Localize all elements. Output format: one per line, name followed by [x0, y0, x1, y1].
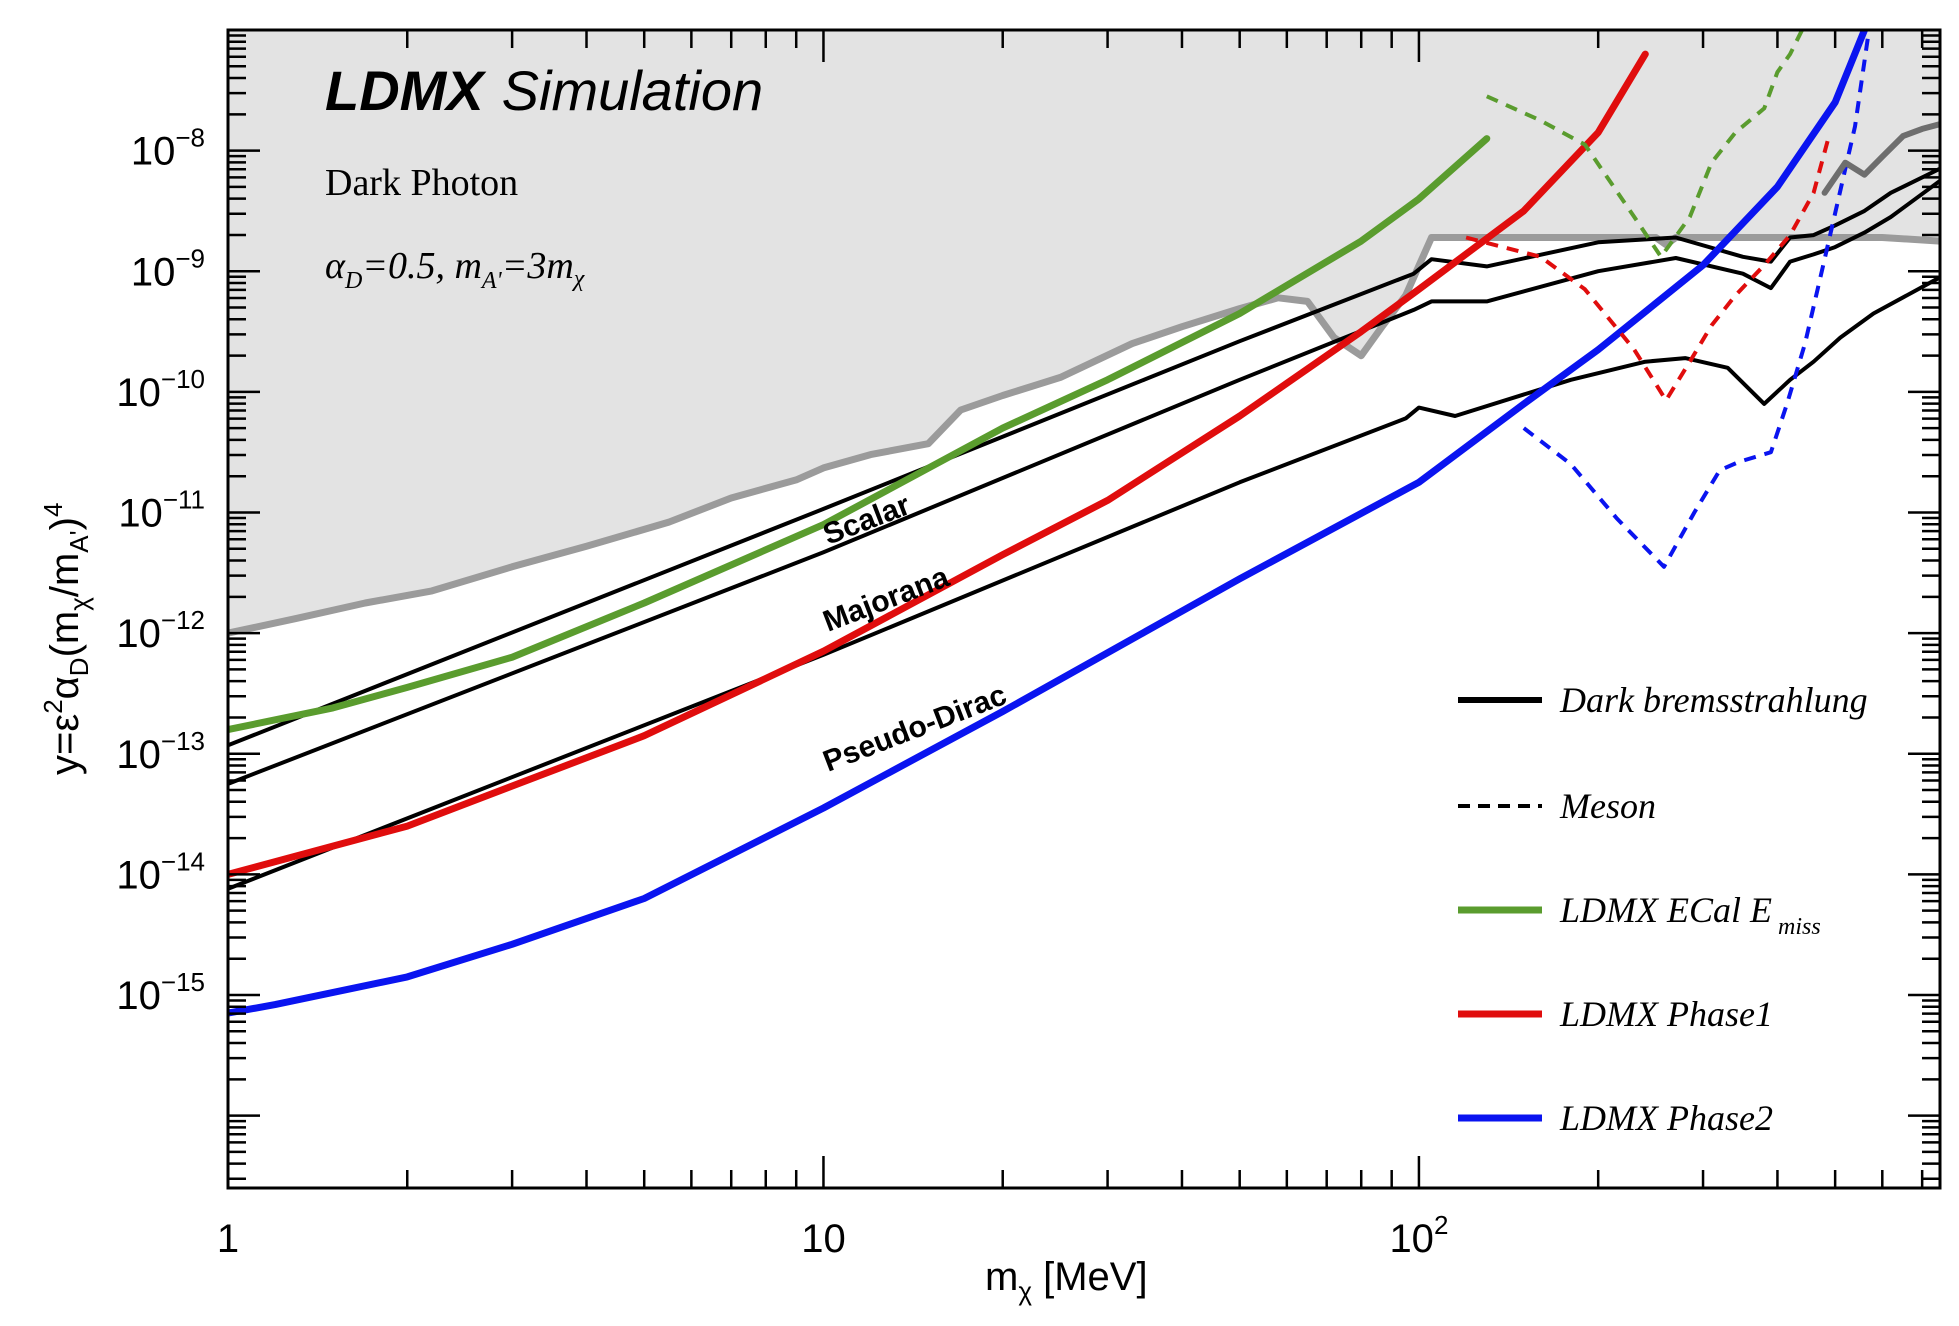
- series-line-ldmx-phase1: [228, 50, 1649, 878]
- series-line-ldmx-ecal-e-miss: [228, 135, 1491, 734]
- series-line-ldmx-phase2: [228, 30, 1868, 1017]
- y-pow: 4: [38, 503, 68, 517]
- y-tick-label: 10−8: [131, 123, 205, 174]
- legend-label-ecal-main: LDMX ECal E: [1559, 890, 1772, 930]
- y-tick-base: 10: [131, 130, 176, 174]
- x-tick-label: 102: [1389, 1210, 1448, 1261]
- excluded-region-fill: [228, 30, 1940, 634]
- subtitle: Dark Photon: [325, 162, 518, 204]
- x-tick-label: 1: [217, 1217, 239, 1261]
- plot-frame: [226, 28, 1942, 1190]
- y-tick-base: 10: [118, 492, 163, 536]
- y-tick-exp: −8: [175, 123, 205, 153]
- y-tick-base: 10: [116, 612, 161, 656]
- x-tick-exp: 2: [1434, 1210, 1448, 1240]
- y-tick-exp: −12: [161, 605, 205, 635]
- series-line-meson-ecal-: [1485, 30, 1804, 259]
- x-tick-base: 10: [1389, 1217, 1434, 1261]
- y-tick-exp: −14: [161, 846, 205, 876]
- axes-group: 1 10 10210−1510−1410−1310−1210−1110−1010−9…: [116, 28, 1942, 1261]
- param-alpha-sub: D: [344, 268, 362, 294]
- y-pre: y=ε: [43, 714, 87, 775]
- series-line-scalar: [228, 166, 1940, 748]
- series-line-pseudo-dirac: [228, 275, 1940, 891]
- legend-label-ecal-sub: miss: [1778, 914, 1821, 940]
- y-tick-base: 10: [116, 733, 161, 777]
- y-alpha: α: [43, 676, 87, 699]
- legend-label-dark-brem: Dark bremsstrahlung: [1559, 680, 1868, 720]
- series-line-majorana: [228, 178, 1940, 786]
- y-tick-label: 10−12: [116, 605, 205, 656]
- series-line-meson-phase1-: [1465, 131, 1832, 403]
- y-tick-base: 10: [116, 371, 161, 415]
- y-axis-title: y=ε2αD(mχ/mA')4: [38, 503, 94, 775]
- chart-title: LDMX Simulation: [325, 59, 763, 122]
- y-paren: (m: [43, 611, 87, 658]
- model-params: αD=0.5, mA'=3mχ: [325, 245, 586, 294]
- y-tick-exp: −9: [175, 243, 205, 273]
- series-line-constraint-gray-2-: [1821, 121, 1940, 196]
- title-rest: Simulation: [502, 59, 763, 122]
- y-a-sub: A': [64, 530, 94, 552]
- y-close: ): [43, 517, 87, 530]
- param-alpha-val: =0.5, m: [362, 245, 482, 287]
- curves-group: [228, 30, 1940, 1017]
- x-axis-unit: [MeV]: [1032, 1255, 1148, 1299]
- y-tick-label: 10−9: [131, 243, 205, 294]
- param-ma-val: =3m: [502, 245, 574, 287]
- y-tick-label: 10−11: [118, 485, 205, 536]
- legend-label-phase2: LDMX Phase2: [1559, 1098, 1773, 1138]
- param-ma-sub: A': [480, 268, 503, 294]
- y-slash: /m: [43, 553, 87, 597]
- series-line-meson-phase2-: [1522, 30, 1871, 569]
- legend-label-phase1: LDMX Phase1: [1559, 994, 1773, 1034]
- y-alpha-sub: D: [64, 657, 94, 676]
- y-tick-exp: −10: [161, 364, 205, 394]
- x-axis-chi: χ: [1018, 1276, 1032, 1306]
- x-tick-base: 1: [217, 1217, 239, 1261]
- param-alpha: α: [325, 245, 346, 287]
- y-chi: χ: [64, 597, 94, 611]
- y-tick-label: 10−13: [116, 726, 205, 777]
- y-sq: 2: [38, 699, 68, 713]
- y-tick-base: 10: [131, 250, 176, 294]
- y-tick-exp: −15: [161, 967, 205, 997]
- y-tick-label: 10−15: [116, 967, 205, 1018]
- y-tick-exp: −13: [161, 726, 205, 756]
- x-axis-m: m: [985, 1255, 1018, 1299]
- x-tick-label: 10: [801, 1217, 846, 1261]
- y-tick-label: 10−14: [116, 846, 205, 897]
- excluded-region-boundary: [228, 234, 1940, 637]
- y-tick-label: 10−10: [116, 364, 205, 415]
- y-tick-base: 10: [116, 853, 161, 897]
- param-chi: χ: [572, 266, 586, 292]
- x-axis-title: mχ [MeV]: [985, 1255, 1148, 1306]
- y-tick-exp: −11: [163, 485, 205, 515]
- legend-label-meson: Meson: [1559, 786, 1656, 826]
- title-bold: LDMX: [325, 59, 487, 122]
- x-tick-base: 10: [801, 1217, 846, 1261]
- y-tick-base: 10: [116, 974, 161, 1018]
